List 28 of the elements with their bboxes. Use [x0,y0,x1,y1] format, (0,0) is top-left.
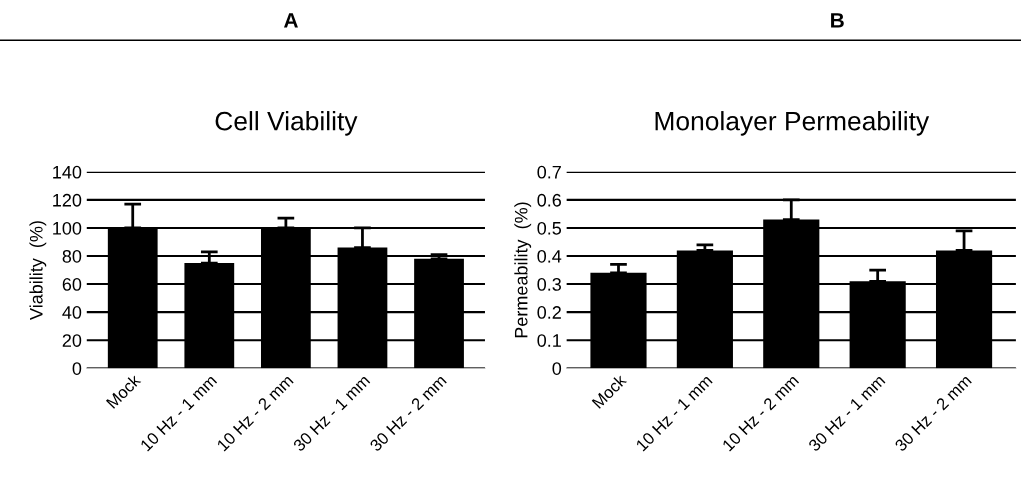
y-tick-label: 40 [62,306,82,319]
x-tick-label: 30 Hz - 1 mm [807,374,886,453]
y-axis-title: Viability (%) [29,221,47,320]
x-tick-label: 10 Hz - 2 mm [721,374,800,452]
y-tick-label: 0.5 [537,221,562,235]
x-tick-label: 10 Hz - 2 mm [216,374,294,452]
chart-title: Monolayer Permeability [655,111,930,136]
y-tick-label: 0.2 [537,306,561,319]
y-tick-label: 20 [62,334,82,347]
x-tick-label: 10 Hz - 1 mm [635,374,713,452]
y-tick-label: 140 [53,165,82,179]
chart-title: Cell Viability [215,111,358,136]
y-tick-label: 0.7 [537,165,561,179]
y-tick-label: 0 [72,362,82,375]
x-tick-label: 30 Hz - 2 mm [369,374,447,453]
y-tick-label: 100 [53,221,82,235]
x-tick-label: 30 Hz - 2 mm [894,374,972,453]
text: B [831,13,844,28]
y-tick-label: 120 [53,193,82,207]
y-axis-title: Permeability (%) [514,202,532,338]
y-tick-label: 0.3 [537,278,561,291]
y-tick-label: 0.4 [537,249,562,263]
y-tick-label: 60 [62,278,82,291]
y-tick-label: 0 [552,362,562,375]
y-tick-label: 0.6 [537,193,561,207]
text: A [283,13,298,28]
y-tick-label: 80 [62,249,82,263]
y-tick-label: 0.1 [537,334,561,347]
